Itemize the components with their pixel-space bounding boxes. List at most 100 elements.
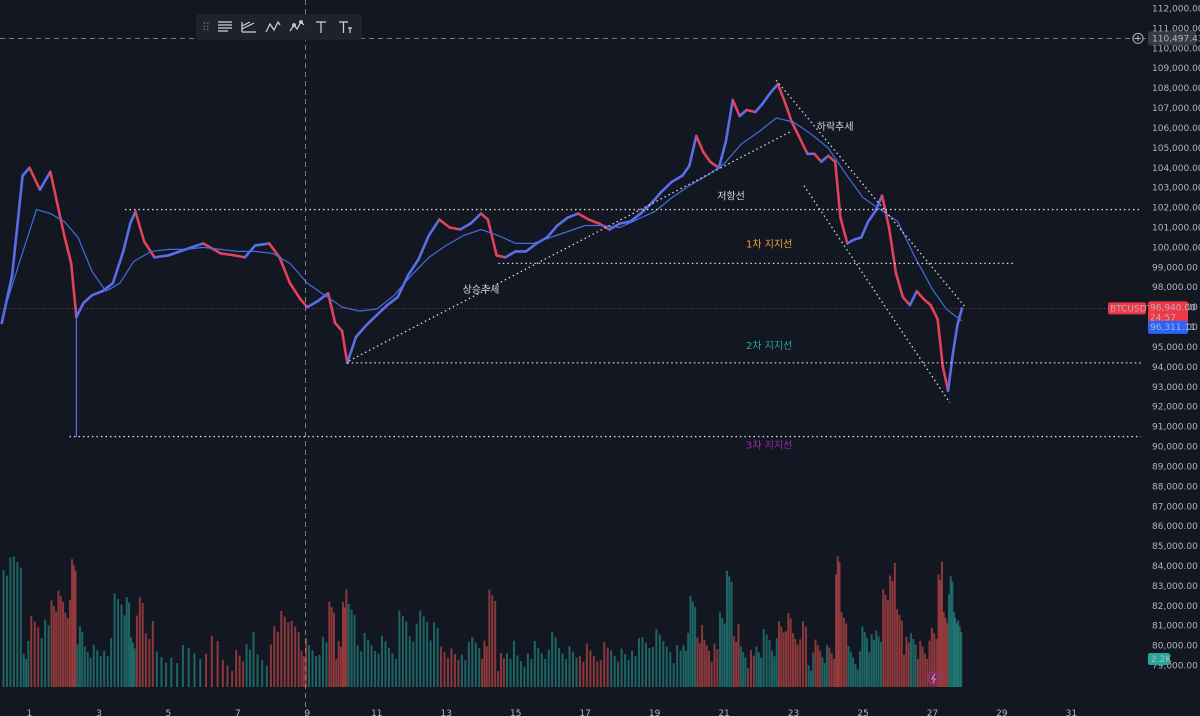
volume-bar <box>384 641 387 687</box>
volume-bar <box>305 638 308 687</box>
volume-bar <box>537 647 540 687</box>
volume-bar <box>89 657 92 687</box>
volume-bar <box>52 606 55 687</box>
volume-bar <box>561 653 564 687</box>
price-tick-label: 102,000.00 <box>1152 204 1200 214</box>
time-axis[interactable]: 1 3 5 7 9 11 13 15 17 19 21 23 25 27 29 31 <box>27 709 1077 716</box>
text-lines-icon[interactable] <box>216 18 234 36</box>
volume-bar <box>530 659 533 687</box>
price-tick-label: 105,000.00 <box>1152 144 1200 154</box>
volume-bar <box>25 659 28 687</box>
volume-bar <box>799 639 802 687</box>
price-tick-label: 87,000.00 <box>1152 502 1198 512</box>
price-segment <box>10 174 24 277</box>
volume-bar <box>106 656 109 687</box>
angled-lines-icon[interactable] <box>240 18 258 36</box>
volume-bar <box>235 650 238 687</box>
volume-bar <box>249 649 252 687</box>
price-segment <box>184 242 205 251</box>
volume-bar <box>875 630 878 687</box>
volume-bar <box>311 650 314 687</box>
volume-bar <box>854 664 857 687</box>
ma-price-tag <box>1148 320 1188 334</box>
volume-bar <box>325 642 328 687</box>
volume-bar <box>599 660 602 687</box>
volume-bar <box>302 656 305 687</box>
volume-bars <box>2 556 963 687</box>
price-segment <box>406 258 420 277</box>
price-segment <box>219 252 236 257</box>
volume-bar <box>62 601 65 687</box>
price-tick-label: 84,000.00 <box>1152 562 1198 572</box>
volume-bar <box>165 662 168 687</box>
volume-bar <box>69 599 72 687</box>
volume-bar <box>816 645 819 687</box>
price-axis[interactable]: 79,000.00 80,000.00 81,000.00 82,000.00 83,0… <box>927 4 1200 685</box>
add-alert-icon[interactable] <box>1132 32 1144 44</box>
price-segment <box>694 134 705 154</box>
price-tick-label: 82,000.00 <box>1152 602 1198 612</box>
polyline-icon[interactable] <box>288 18 306 36</box>
volume-bar <box>27 640 30 687</box>
volume-bar <box>523 666 526 687</box>
volume-bar <box>703 639 706 687</box>
volume-bar <box>318 654 321 687</box>
price-segment <box>121 222 132 253</box>
volume-bar <box>778 621 781 687</box>
price-tick-label: 85,000.00 <box>1152 542 1198 552</box>
price-segment <box>922 297 932 307</box>
grip-icon[interactable]: ⠿ <box>202 20 211 34</box>
price-segment <box>417 234 431 261</box>
volume-bar <box>453 654 456 687</box>
volume-bar <box>353 615 356 687</box>
price-segment <box>941 365 950 393</box>
volume-bar <box>205 653 208 687</box>
lightning-icon[interactable] <box>927 671 941 685</box>
volume-bar <box>893 562 896 687</box>
price-segment <box>21 166 31 178</box>
drawing-toolbar[interactable]: ⠿ <box>196 14 362 40</box>
volume-bar <box>732 636 735 687</box>
volume-bar <box>494 600 497 687</box>
volume-bar <box>443 652 446 687</box>
volume-bar <box>335 659 338 687</box>
volume-bar <box>957 620 960 687</box>
price-segment <box>267 242 281 259</box>
path-icon[interactable] <box>264 18 282 36</box>
price-segment <box>340 329 349 365</box>
volume-bar <box>199 658 202 687</box>
price-tick-label: 106,000.00 <box>1152 124 1200 134</box>
price-segment <box>731 98 741 118</box>
volume-bar <box>768 640 771 687</box>
volume-bar <box>691 601 694 687</box>
volume-bar <box>926 658 929 687</box>
volume-bar <box>749 650 752 687</box>
volume-bar <box>509 658 512 687</box>
volume-bar <box>540 653 543 687</box>
volume-bar <box>940 561 943 687</box>
volume-bar <box>245 644 248 687</box>
volume-bar <box>866 637 869 687</box>
volume-bar <box>363 633 366 687</box>
volume-bar <box>585 643 588 687</box>
volume-bar <box>814 639 817 687</box>
volume-bar <box>210 635 213 687</box>
text-size-icon[interactable] <box>336 18 354 36</box>
text-icon[interactable] <box>312 18 330 36</box>
price-segment <box>375 303 389 317</box>
price-segment <box>819 154 830 164</box>
volume-bar <box>737 623 740 687</box>
price-segment <box>49 170 59 205</box>
volume-bar <box>128 602 131 687</box>
price-segment <box>427 218 441 237</box>
volume-bar <box>426 621 429 687</box>
price-segment <box>929 303 939 321</box>
volume-bar <box>120 604 123 687</box>
volume-bar <box>747 668 750 687</box>
volume-bar <box>256 654 259 687</box>
volume-bar <box>838 562 841 687</box>
volume-bar <box>847 646 850 687</box>
volume-bar <box>728 576 731 687</box>
volume-bar <box>221 659 224 687</box>
